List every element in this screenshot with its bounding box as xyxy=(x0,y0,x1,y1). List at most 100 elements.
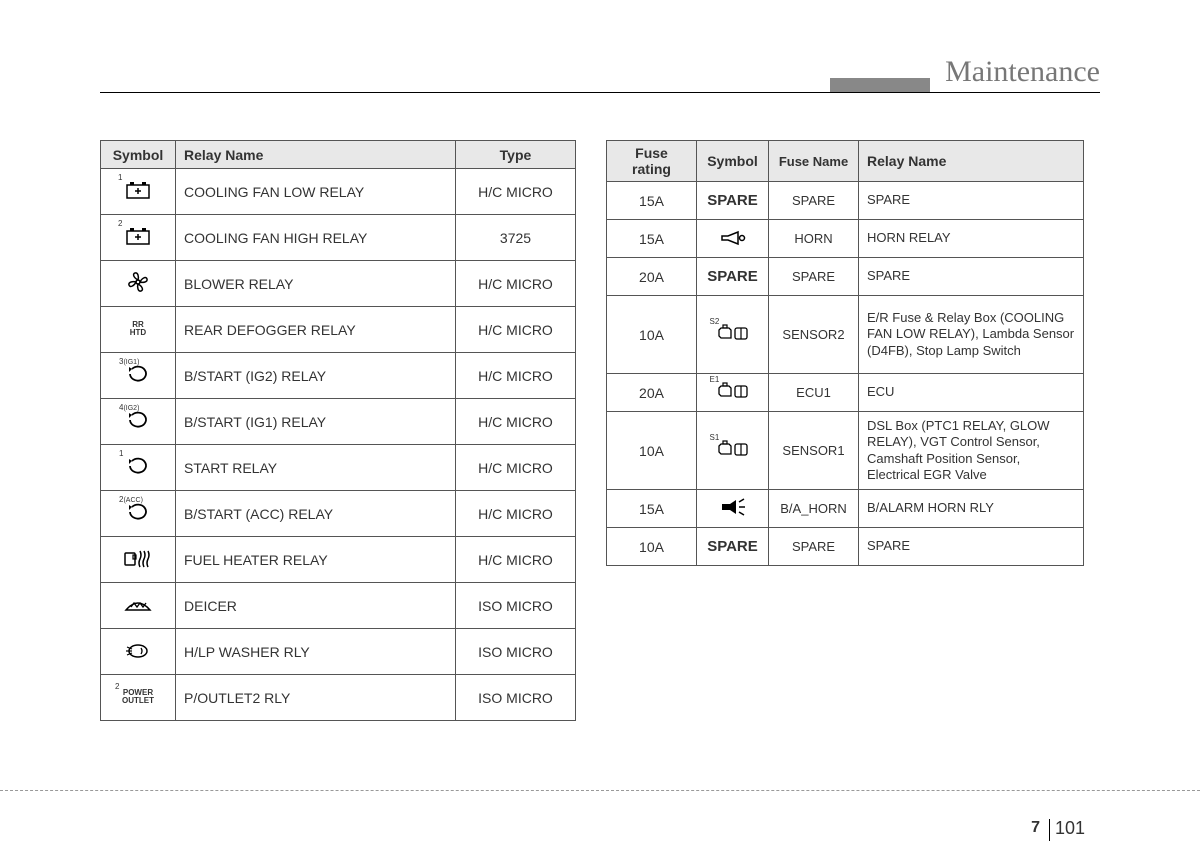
fuse-name-cell: SENSOR2 xyxy=(769,296,859,374)
relay-name-cell: E/R Fuse & Relay Box (COOLING FAN LOW RE… xyxy=(859,296,1084,374)
text-icon: 2POWEROUTLET xyxy=(122,689,154,707)
engine-icon: S2 xyxy=(717,324,749,346)
relay-name-cell: ECU xyxy=(859,374,1084,412)
section-bar xyxy=(830,78,930,92)
symbol-cell: 3(IG1) xyxy=(101,353,176,399)
fuse-name-cell: SENSOR1 xyxy=(769,412,859,490)
relay-name-cell: REAR DEFOGGER RELAY xyxy=(176,307,456,353)
table-header-row: Symbol Relay Name Type xyxy=(101,141,576,169)
fuse-name-cell: SPARE xyxy=(769,182,859,220)
spare-icon: SPARE xyxy=(707,538,758,555)
table-row: 20ASPARESPARESPARE xyxy=(607,258,1084,296)
text-icon: RRHTD xyxy=(130,321,146,339)
col-symbol: Symbol xyxy=(101,141,176,169)
spare-icon: SPARE xyxy=(707,268,758,285)
footer-separator xyxy=(1049,819,1050,841)
symbol-cell xyxy=(101,261,176,307)
type-cell: H/C MICRO xyxy=(456,445,576,491)
col-relay-name: Relay Name xyxy=(859,141,1084,182)
battery-icon: 1 xyxy=(125,180,151,204)
table-row: 4(IG2) B/START (IG1) RELAYH/C MICRO xyxy=(101,399,576,445)
spare-icon: SPARE xyxy=(707,192,758,209)
section-title: Maintenance xyxy=(945,55,1100,89)
fuse-name-cell: ECU1 xyxy=(769,374,859,412)
relay-name-cell: H/LP WASHER RLY xyxy=(176,629,456,675)
rating-cell: 20A xyxy=(607,258,697,296)
table-row: H/LP WASHER RLYISO MICRO xyxy=(101,629,576,675)
rating-cell: 15A xyxy=(607,220,697,258)
relay-name-cell: B/ALARM HORN RLY xyxy=(859,490,1084,528)
table-row: 2POWEROUTLETP/OUTLET2 RLYISO MICRO xyxy=(101,675,576,721)
table-row: 20A E1 ECU1ECU xyxy=(607,374,1084,412)
table-row: 15A B/A_HORNB/ALARM HORN RLY xyxy=(607,490,1084,528)
symbol-cell xyxy=(697,220,769,258)
symbol-cell: S2 xyxy=(697,296,769,374)
relay-name-cell: DEICER xyxy=(176,583,456,629)
symbol-cell: 1 xyxy=(101,169,176,215)
type-cell: H/C MICRO xyxy=(456,491,576,537)
table-row: 10ASPARESPARESPARE xyxy=(607,528,1084,566)
symbol-cell xyxy=(101,583,176,629)
col-relay-name: Relay Name xyxy=(176,141,456,169)
symbol-cell: SPARE xyxy=(697,182,769,220)
table-row: FUEL HEATER RELAYH/C MICRO xyxy=(101,537,576,583)
symbol-cell: E1 xyxy=(697,374,769,412)
rating-cell: 10A xyxy=(607,296,697,374)
type-cell: 3725 xyxy=(456,215,576,261)
chapter-number: 7 xyxy=(1031,819,1040,837)
relay-name-cell: HORN RELAY xyxy=(859,220,1084,258)
alarm-icon xyxy=(720,498,746,520)
table-row: 10AS1SENSOR1DSL Box (PTC1 RELAY, GLOW RE… xyxy=(607,412,1084,490)
relay-name-cell: BLOWER RELAY xyxy=(176,261,456,307)
type-cell: ISO MICRO xyxy=(456,583,576,629)
symbol-cell: SPARE xyxy=(697,258,769,296)
table-row: 3(IG1)B/START (IG2) RELAYH/C MICRO xyxy=(101,353,576,399)
rating-cell: 10A xyxy=(607,528,697,566)
fuse-name-cell: B/A_HORN xyxy=(769,490,859,528)
relay-name-cell: SPARE xyxy=(859,258,1084,296)
relay-name-cell: SPARE xyxy=(859,182,1084,220)
type-cell: H/C MICRO xyxy=(456,169,576,215)
symbol-cell: 2(ACC) xyxy=(101,491,176,537)
symbol-cell xyxy=(697,490,769,528)
relay-name-cell: B/START (IG1) RELAY xyxy=(176,399,456,445)
symbol-cell: 4(IG2) xyxy=(101,399,176,445)
relay-name-cell: B/START (IG2) RELAY xyxy=(176,353,456,399)
relay-name-cell: FUEL HEATER RELAY xyxy=(176,537,456,583)
table-header-row: Fuse rating Symbol Fuse Name Relay Name xyxy=(607,141,1084,182)
fuse-table: Fuse rating Symbol Fuse Name Relay Name … xyxy=(606,140,1084,566)
symbol-cell: S1 xyxy=(697,412,769,490)
fan-icon xyxy=(126,270,150,298)
symbol-cell: RRHTD xyxy=(101,307,176,353)
col-fuse-name: Fuse Name xyxy=(769,141,859,182)
col-type: Type xyxy=(456,141,576,169)
table-row: 1START RELAYH/C MICRO xyxy=(101,445,576,491)
symbol-cell: 2 xyxy=(101,215,176,261)
relay-name-cell: P/OUTLET2 RLY xyxy=(176,675,456,721)
col-symbol: Symbol xyxy=(697,141,769,182)
washer-icon xyxy=(124,640,152,664)
table-row: RRHTDREAR DEFOGGER RELAYH/C MICRO xyxy=(101,307,576,353)
type-cell: ISO MICRO xyxy=(456,629,576,675)
rating-cell: 15A xyxy=(607,490,697,528)
col-fuse-rating: Fuse rating xyxy=(607,141,697,182)
type-cell: H/C MICRO xyxy=(456,399,576,445)
fuse-name-cell: SPARE xyxy=(769,258,859,296)
engine-icon: E1 xyxy=(717,382,749,404)
type-cell: H/C MICRO xyxy=(456,353,576,399)
symbol-cell: 2POWEROUTLET xyxy=(101,675,176,721)
cycle-icon: 1 xyxy=(126,456,150,480)
tables-container: Symbol Relay Name Type 1COOLING FAN LOW … xyxy=(100,140,1100,721)
table-row: 1COOLING FAN LOW RELAYH/C MICRO xyxy=(101,169,576,215)
table-row: BLOWER RELAYH/C MICRO xyxy=(101,261,576,307)
table-row: 2(ACC)B/START (ACC) RELAYH/C MICRO xyxy=(101,491,576,537)
top-rule xyxy=(100,92,1100,93)
symbol-cell: 1 xyxy=(101,445,176,491)
relay-name-cell: DSL Box (PTC1 RELAY, GLOW RELAY), VGT Co… xyxy=(859,412,1084,490)
rating-cell: 10A xyxy=(607,412,697,490)
deicer-icon xyxy=(124,594,152,618)
cycle-icon: 4(IG2) xyxy=(126,410,150,434)
relay-name-cell: SPARE xyxy=(859,528,1084,566)
table-row: DEICERISO MICRO xyxy=(101,583,576,629)
rating-cell: 20A xyxy=(607,374,697,412)
